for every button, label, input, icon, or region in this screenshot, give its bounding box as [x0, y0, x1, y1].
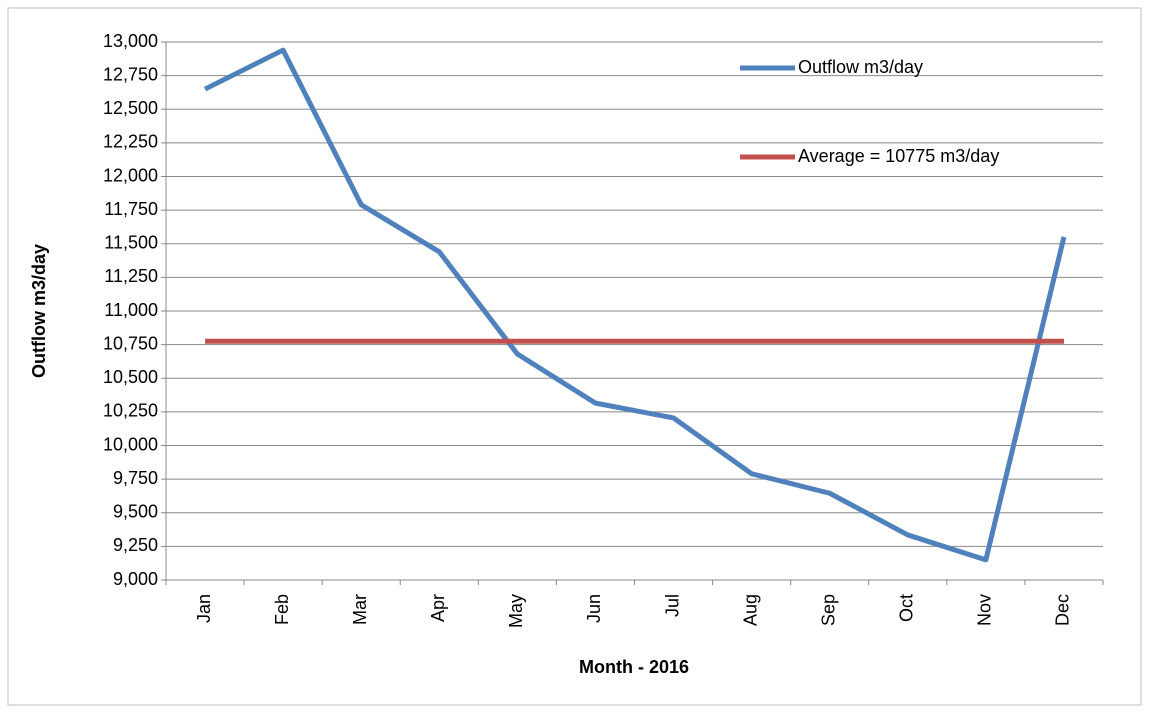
y-tick-label: 12,500	[103, 98, 158, 118]
x-tick-label: Oct	[897, 594, 917, 622]
y-tick-label: 11,000	[104, 300, 158, 320]
y-tick-label: 9,000	[113, 569, 158, 589]
x-tick-label: Feb	[272, 594, 292, 625]
y-tick-label: 10,250	[103, 401, 158, 421]
y-tick-label: 10,500	[103, 367, 158, 387]
x-tick-label: Jun	[584, 594, 604, 623]
x-axis-label: Month - 2016	[579, 657, 689, 677]
y-tick-label: 10,000	[103, 434, 158, 454]
x-tick-label: Sep	[818, 594, 838, 626]
y-axis-label: Outflow m3/day	[29, 244, 49, 378]
y-tick-label: 11,750	[104, 199, 158, 219]
x-tick-label: Aug	[740, 594, 760, 626]
y-tick-label: 12,000	[103, 165, 158, 185]
y-tick-label: 9,250	[113, 535, 158, 555]
series-line	[203, 47, 1067, 563]
x-tick-label: Mar	[350, 594, 370, 625]
chart-frame	[7, 7, 1142, 706]
x-tick-label: Jan	[194, 594, 214, 623]
legend-label: Outflow m3/day	[798, 57, 923, 77]
y-tick-label: 12,750	[103, 64, 158, 84]
x-tick-label: May	[506, 594, 526, 628]
x-tick-label: Nov	[975, 594, 995, 626]
x-tick-label: Dec	[1053, 594, 1073, 626]
y-tick-label: 9,500	[113, 502, 158, 522]
y-tick-label: 11,500	[104, 233, 158, 253]
y-tick-label: 13,000	[103, 31, 158, 51]
y-tick-label: 12,250	[103, 132, 158, 152]
y-tick-label: 10,750	[103, 333, 158, 353]
y-tick-label: 9,750	[113, 468, 158, 488]
x-tick-label: Apr	[428, 594, 448, 622]
x-tick-label: Jul	[662, 594, 682, 617]
y-tick-label: 11,250	[104, 266, 158, 286]
legend-label: Average = 10775 m3/day	[798, 146, 999, 166]
